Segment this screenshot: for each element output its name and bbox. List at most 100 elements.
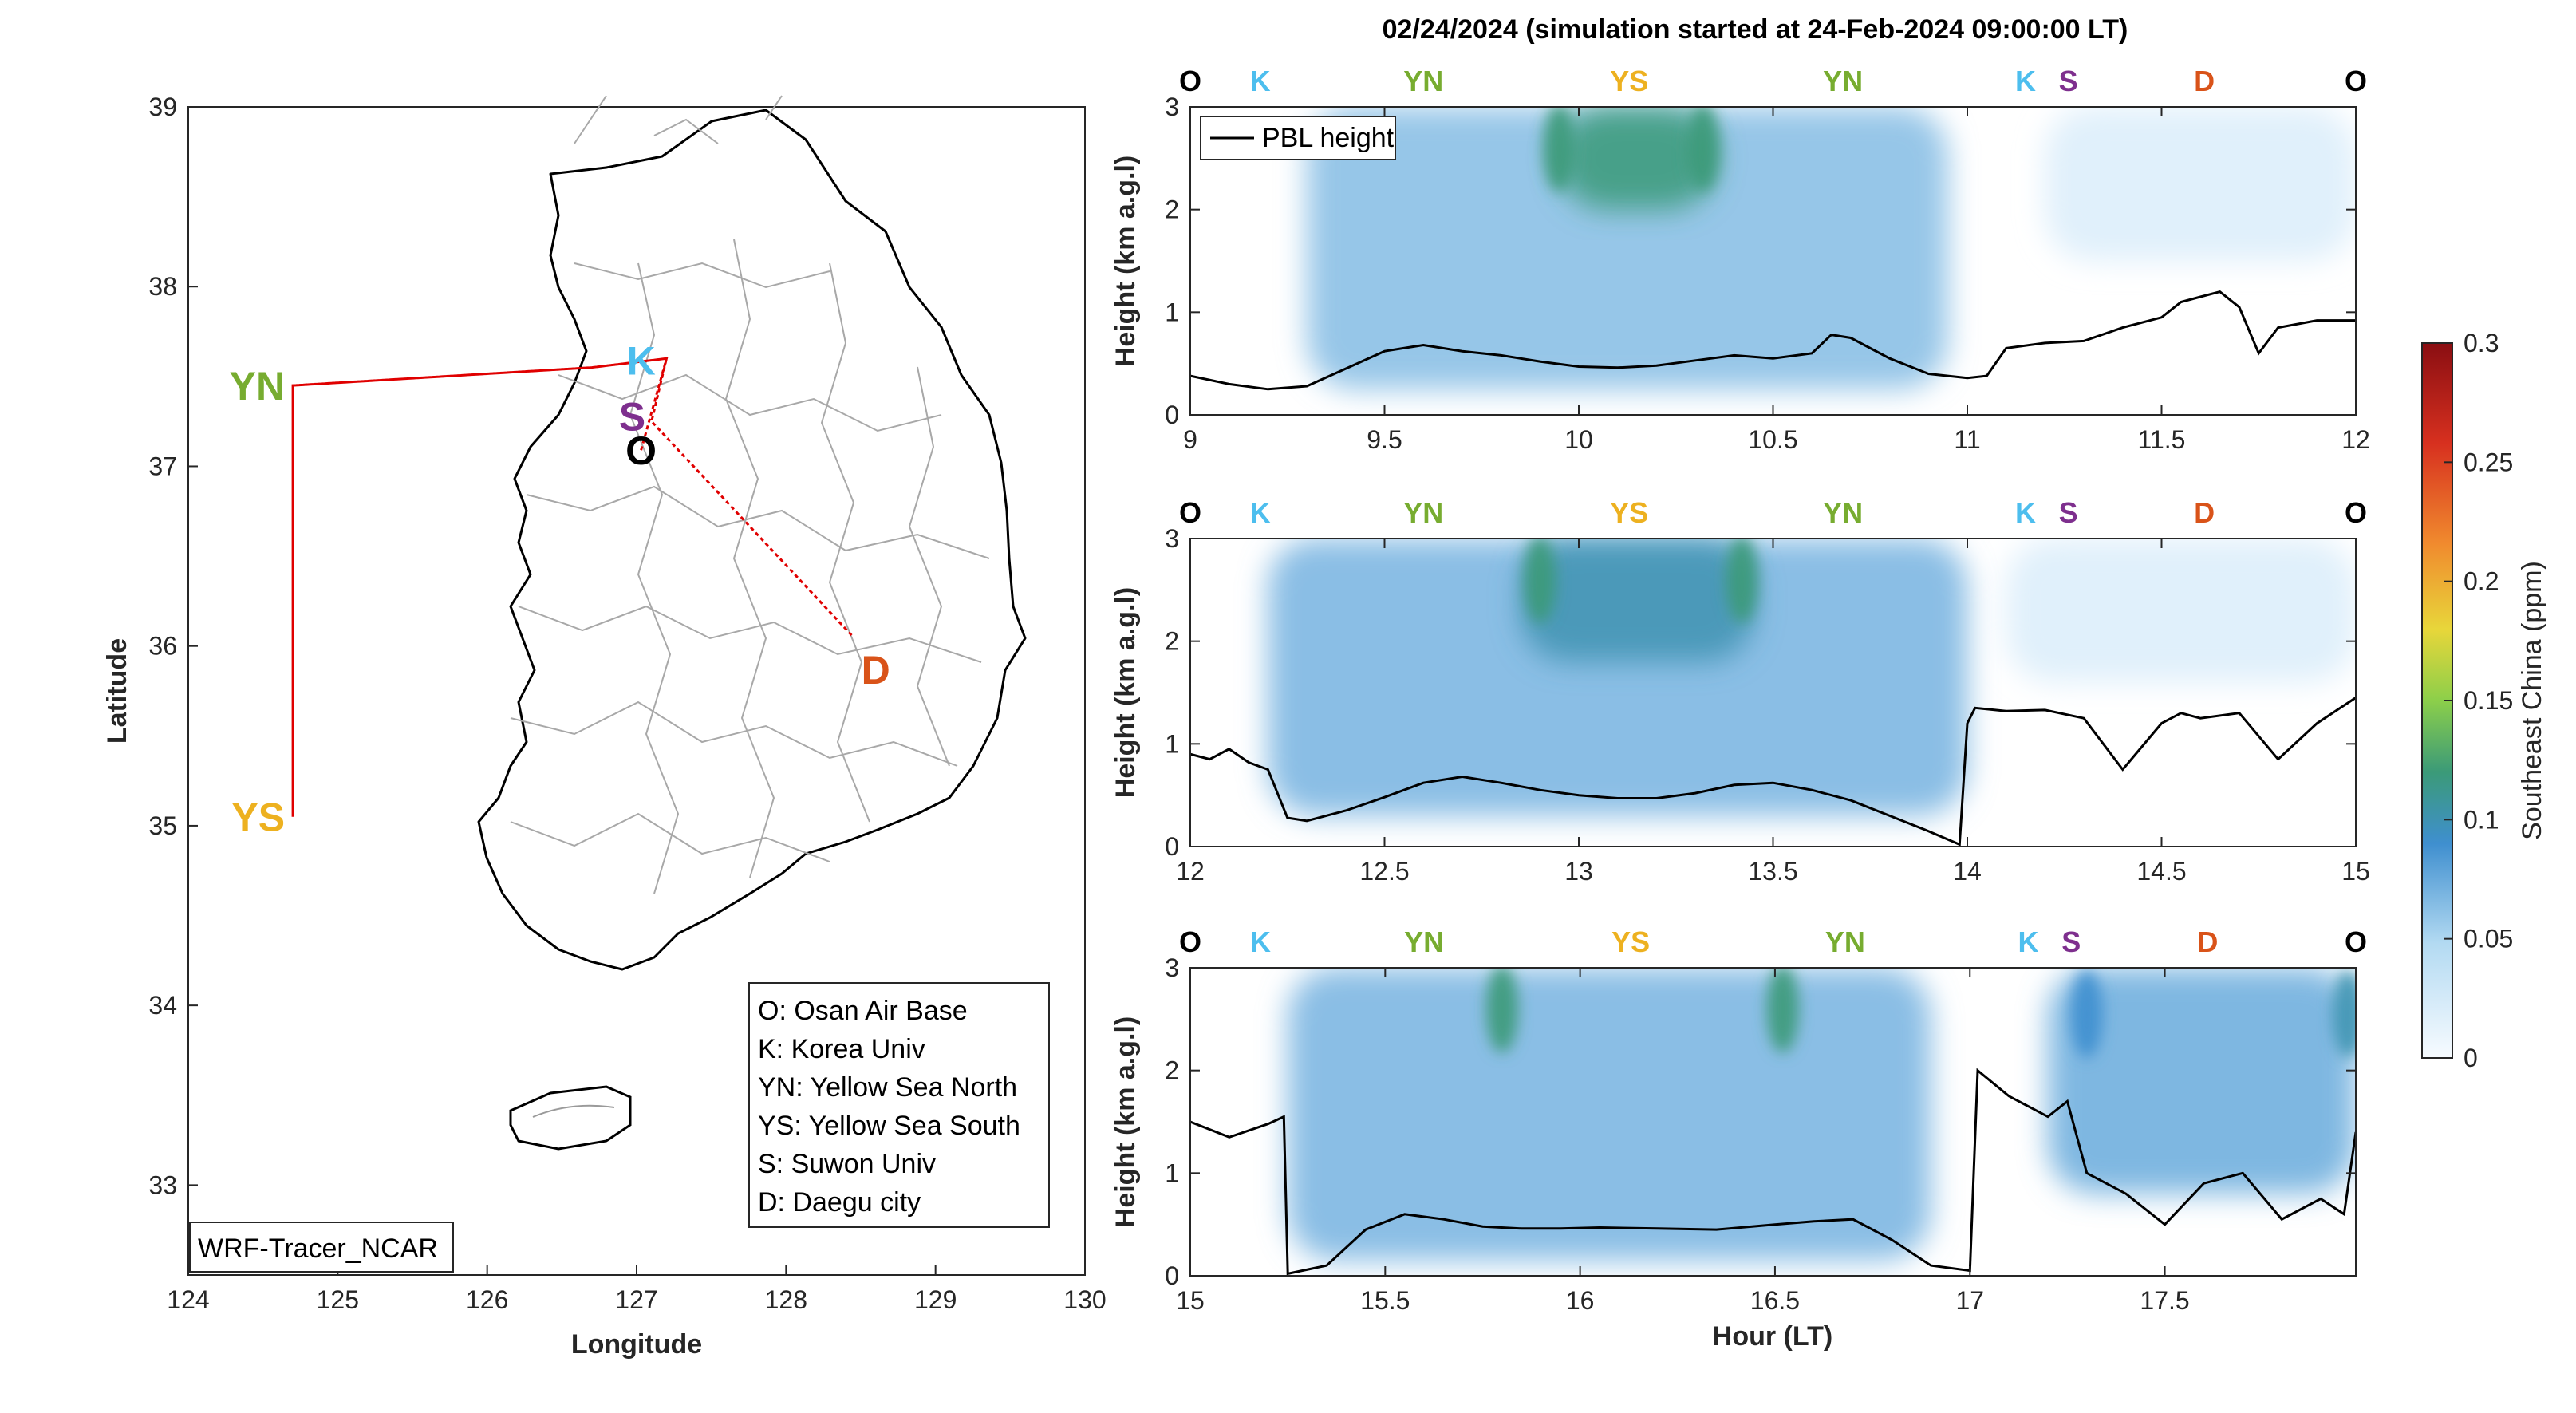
panel-site-o: O	[1179, 65, 1201, 97]
tracer-plume	[2045, 107, 2356, 261]
panel-ytick-label: 2	[1165, 195, 1179, 224]
colorbar: 0 0.05 0.1 0.15 0.2 0.25 0.3 Southeast China (…	[2421, 329, 2547, 1072]
concentration-field	[1307, 107, 2356, 389]
panel-site-ys: YS	[1610, 496, 1648, 529]
map-ytick-label: 34	[148, 991, 177, 1020]
colorbar-tick-label: 0.2	[2464, 567, 2499, 596]
panel-site-yn: YN	[1403, 496, 1443, 529]
panel-ytick-label: 1	[1165, 1158, 1179, 1187]
map-legend-item: K: Korea Univ	[758, 1034, 925, 1064]
colorbar-tick-label: 0.25	[2464, 448, 2513, 476]
pbl-height-line	[1190, 697, 2356, 847]
panel-xtick-label: 17.5	[2140, 1286, 2189, 1315]
panel-xtick-label: 13	[1564, 857, 1593, 886]
tracer-hotspot	[1543, 107, 1576, 192]
panel-site-k: K	[1250, 65, 1271, 97]
map-ytick-label: 39	[148, 93, 177, 121]
figure-title: 02/24/2024 (simulation started at 24-Feb…	[1383, 14, 2128, 45]
tracer-hotspot	[2332, 969, 2356, 1058]
panel-site-o: O	[2345, 496, 2367, 529]
tracer-plume	[1307, 107, 1948, 389]
panel-ytick-label: 1	[1165, 729, 1179, 758]
map-site-d: D	[862, 648, 890, 693]
panel-xtick-label: 14	[1953, 857, 1982, 886]
jeju-island	[509, 1085, 632, 1151]
colorbar-tick-label: 0	[2464, 1044, 2478, 1072]
pbl-legend: PBL height	[1200, 116, 1396, 160]
panel-xlabel: Hour (LT)	[1713, 1321, 1832, 1352]
panel-xtick-label: 11.5	[2138, 425, 2186, 454]
panel-site-d: D	[2194, 496, 2215, 529]
panel-ytick-label: 0	[1165, 832, 1179, 861]
map-site-yn: YN	[230, 364, 285, 409]
colorbar-tick-label: 0.3	[2464, 329, 2499, 357]
panel-site-o: O	[2345, 65, 2367, 97]
colorbar-label: Southeast China (ppm)	[2517, 561, 2547, 840]
map-ytick-label: 33	[148, 1170, 177, 1199]
admin-boundaries	[510, 95, 990, 894]
map-xtick-label: 128	[765, 1285, 807, 1314]
map-legend-item: S: Suwon Univ	[758, 1149, 936, 1179]
map-ytick-label: 38	[148, 272, 177, 301]
panel-site-o: O	[2345, 926, 2367, 958]
map-site-s: S	[619, 394, 645, 439]
tracer-plume	[1520, 539, 1754, 662]
panel-ytick-label: 2	[1165, 627, 1179, 656]
map-site-ys: YS	[231, 795, 285, 840]
colorbar-tick-label: 0.15	[2464, 686, 2513, 715]
panel-xtick-label: 12.5	[1359, 857, 1409, 886]
colorbar-tick-label: 0.1	[2464, 805, 2499, 834]
map-ticks: 124 125 126 127 128 129 130 33 34 35 36 37 38 39	[148, 93, 1106, 1314]
map-site-k: K	[627, 339, 656, 384]
tracer-plume	[2047, 968, 2356, 1194]
panel-ytick-label: 3	[1165, 93, 1179, 121]
concentration-field	[1288, 968, 2356, 1261]
panel-xtick-label: 10	[1564, 425, 1593, 454]
panel-site-s: S	[2059, 65, 2078, 97]
map-xtick-label: 124	[167, 1285, 209, 1314]
panel-ytick-label: 3	[1165, 953, 1179, 982]
map-xtick-label: 127	[615, 1285, 657, 1314]
pbl-height-line	[1190, 1068, 2356, 1276]
panel-xtick-label: 15	[2341, 857, 2370, 886]
map-xlabel: Longitude	[571, 1329, 702, 1360]
panel-xtick-label: 10.5	[1748, 425, 1797, 454]
panel-site-k: K	[2015, 496, 2036, 529]
tracer-plume	[1288, 968, 1931, 1261]
panel-ylabel: Height (km a.g.l)	[1110, 156, 1141, 366]
panel-xtick-label: 13.5	[1748, 857, 1797, 886]
tracer-hotspot	[1686, 107, 1719, 192]
map-ytick-label: 35	[148, 811, 177, 840]
tracer-plume	[1559, 107, 1715, 210]
panel-site-o: O	[1179, 926, 1201, 958]
panel-site-k: K	[2015, 65, 2036, 97]
panel-ytick-label: 2	[1165, 1056, 1179, 1085]
tracer-hotspot	[1726, 539, 1758, 624]
map-xtick-label: 126	[466, 1285, 508, 1314]
panel-site-o: O	[1179, 496, 1201, 529]
panel-site-k: K	[2018, 926, 2039, 958]
korea-coastline	[477, 95, 1027, 1151]
map-legend-item: YN: Yellow Sea North	[758, 1072, 1017, 1103]
map-panel: 124 125 126 127 128 129 130 33 34 35 36 37 38 39 K YN S…	[102, 93, 1107, 1360]
map-legend-item: D: Daegu city	[758, 1187, 921, 1218]
panel-xtick-label: 15	[1176, 1286, 1205, 1315]
map-ytick-label: 36	[148, 632, 177, 661]
panel-xtick-label: 14.5	[2136, 857, 2186, 886]
panel-ytick-label: 3	[1165, 524, 1179, 553]
tracer-plume	[2006, 539, 2356, 683]
tracer-hotspot	[2070, 969, 2103, 1058]
transect-track	[291, 357, 854, 817]
panel-xtick-label: 15.5	[1360, 1286, 1410, 1315]
jeju-inner	[532, 1104, 615, 1118]
map-legend-item: YS: Yellow Sea South	[758, 1111, 1020, 1141]
panel-ytick-label: 0	[1165, 401, 1179, 429]
panel-xtick-label: 11	[1954, 425, 1980, 454]
panel-site-yn: YN	[1825, 926, 1865, 958]
panel-ytick-label: 0	[1165, 1261, 1179, 1290]
panel-site-k: K	[1250, 926, 1271, 958]
panel-xtick-label: 16	[1566, 1286, 1595, 1315]
